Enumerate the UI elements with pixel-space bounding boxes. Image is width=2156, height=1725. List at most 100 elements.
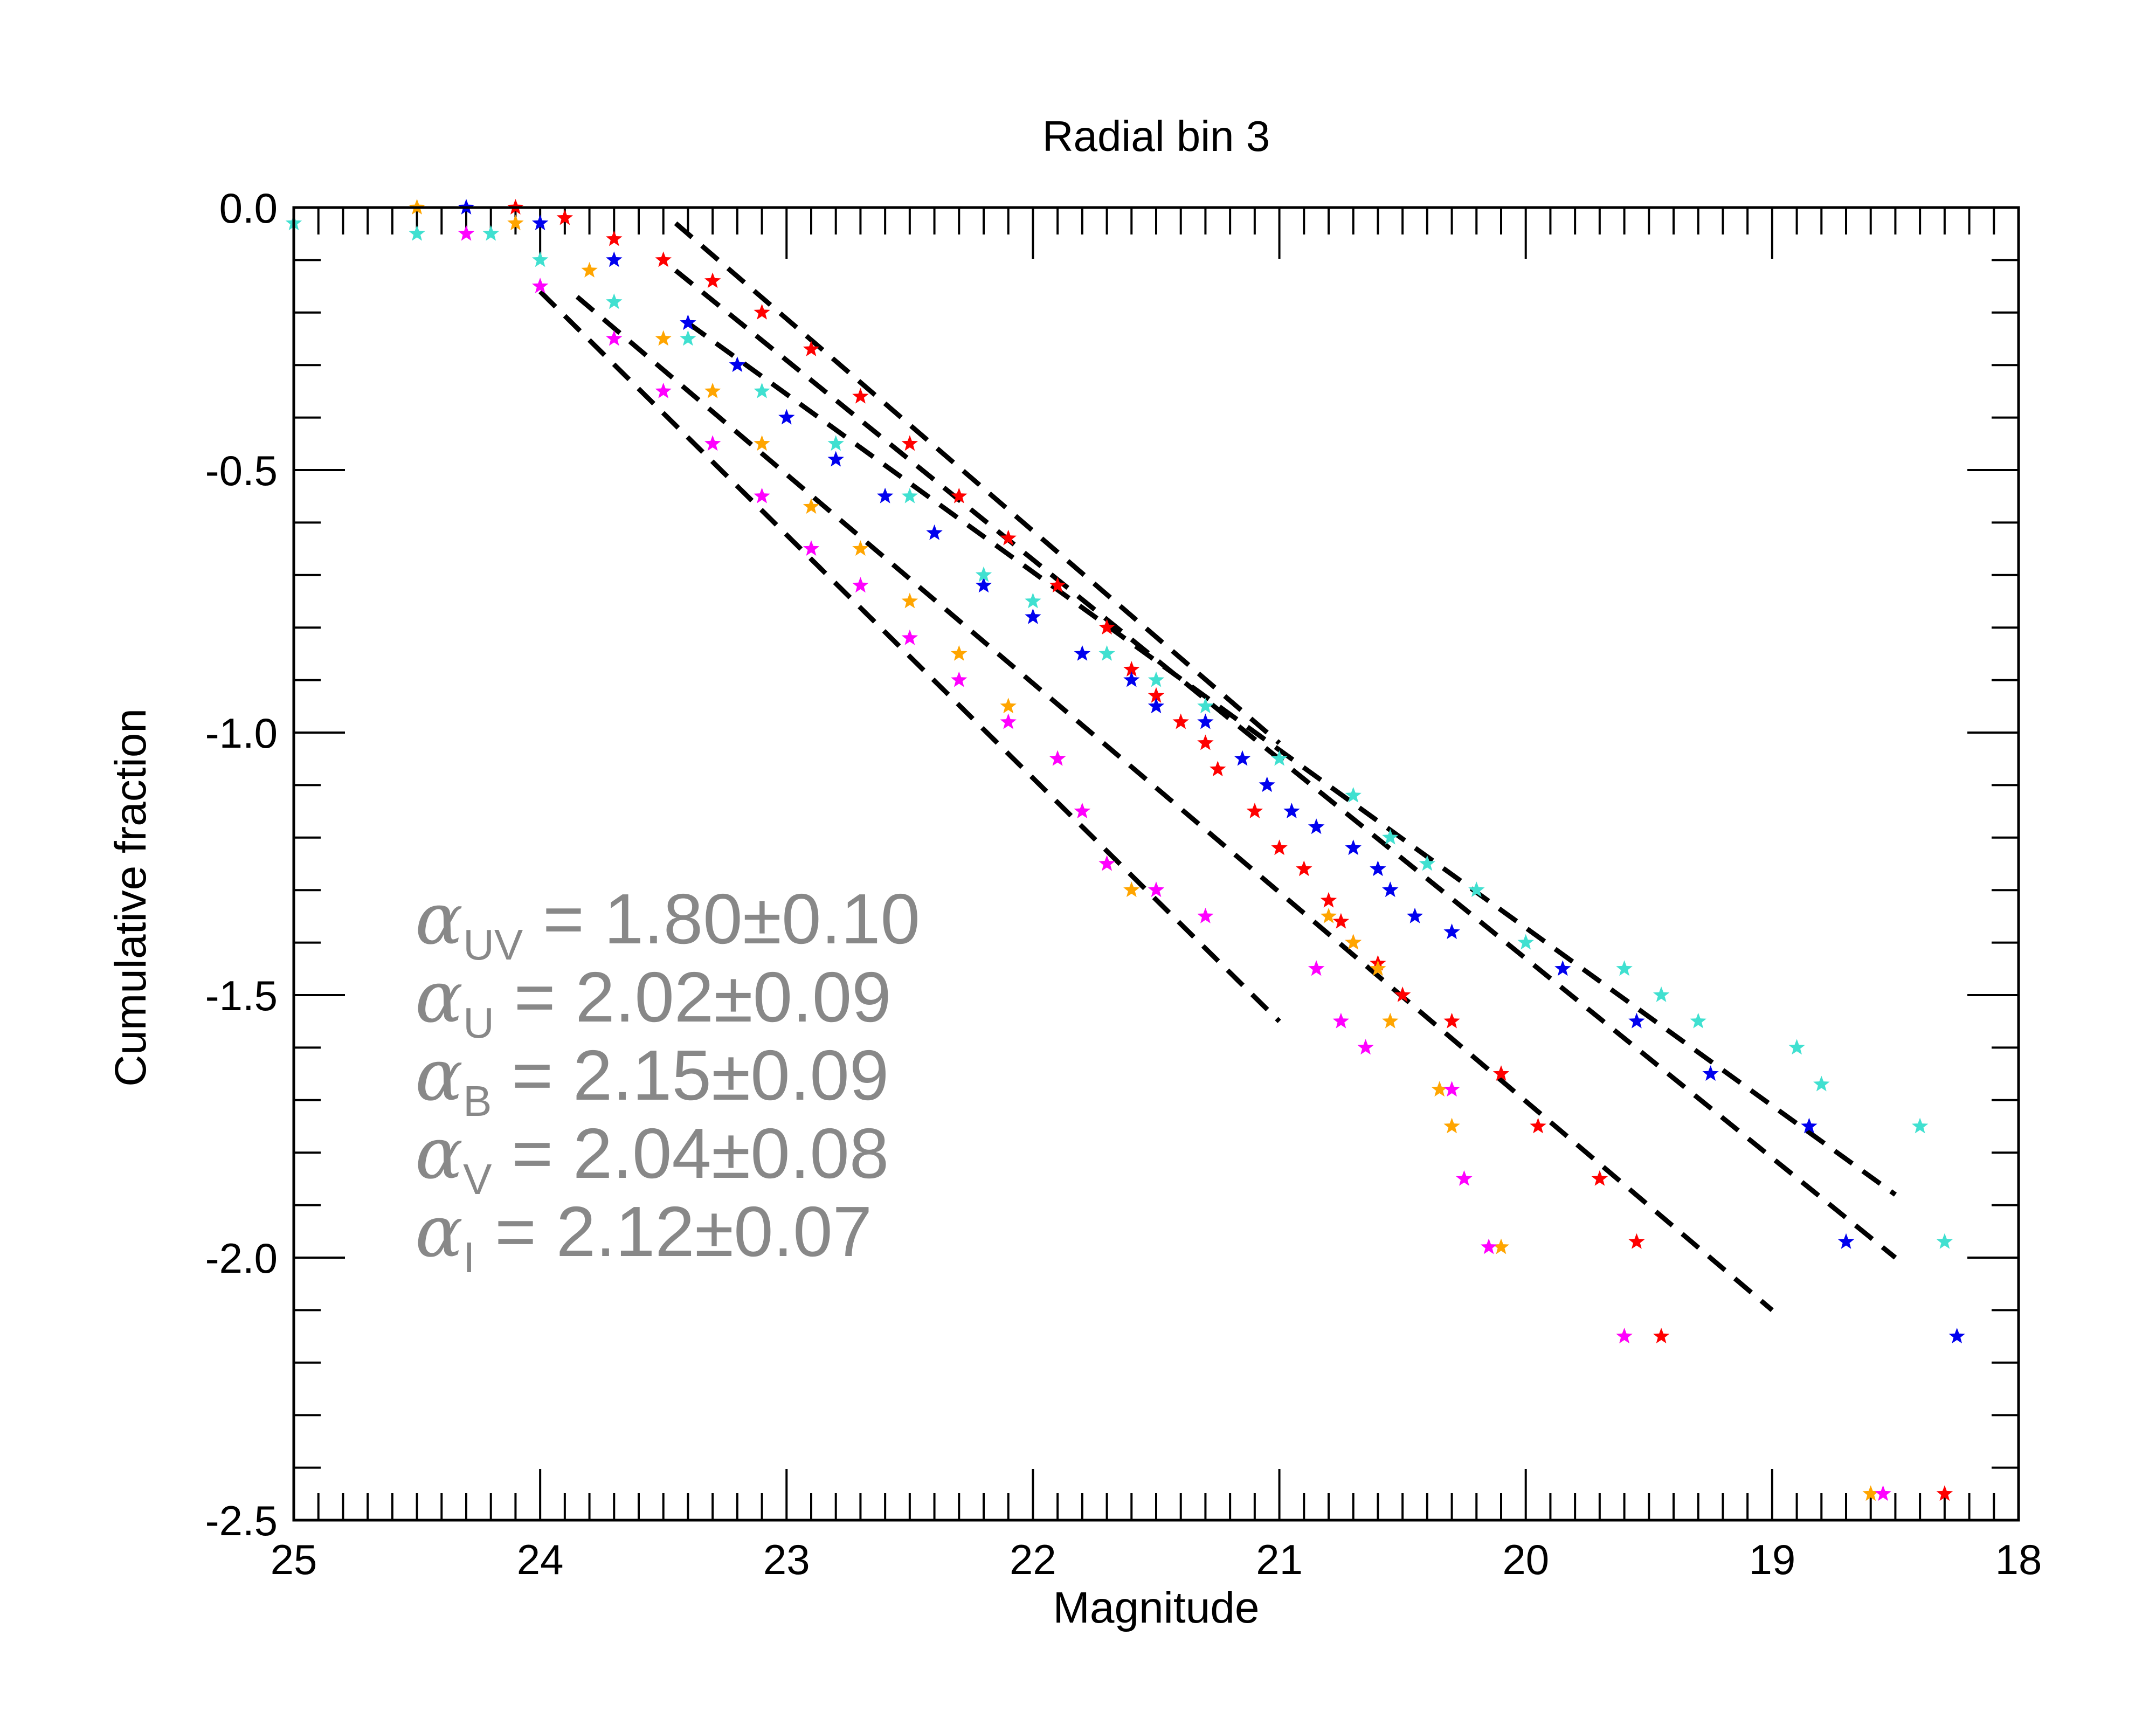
point-UV bbox=[951, 487, 968, 503]
point-V bbox=[1332, 1012, 1350, 1029]
fit-line-U bbox=[674, 268, 1897, 1260]
point-UV bbox=[1172, 713, 1189, 729]
point-U bbox=[827, 451, 844, 467]
point-B bbox=[1382, 1012, 1399, 1029]
point-I bbox=[1616, 960, 1633, 976]
series-UV bbox=[507, 199, 1953, 1501]
alpha-annotation: αI = 2.12±0.07 bbox=[415, 1190, 872, 1281]
point-B bbox=[581, 261, 598, 278]
point-V bbox=[1148, 881, 1165, 898]
point-B bbox=[1000, 698, 1017, 714]
point-UV bbox=[1492, 1065, 1510, 1081]
x-tick-label: 22 bbox=[1010, 1536, 1056, 1583]
point-I bbox=[754, 382, 770, 398]
point-B bbox=[704, 382, 721, 398]
point-U bbox=[680, 314, 696, 330]
fit-lines bbox=[538, 221, 1897, 1312]
y-tick-label: 0.0 bbox=[219, 184, 278, 232]
point-I bbox=[1788, 1039, 1805, 1055]
point-I bbox=[1690, 1012, 1706, 1029]
point-UV bbox=[1394, 986, 1411, 1002]
point-B bbox=[951, 645, 968, 661]
y-tick-label: -2.5 bbox=[205, 1497, 278, 1544]
point-U bbox=[1234, 750, 1251, 766]
point-U bbox=[1443, 923, 1460, 940]
point-B bbox=[1862, 1485, 1879, 1501]
alpha-annotation: αV = 2.04±0.08 bbox=[415, 1112, 889, 1203]
point-U bbox=[1025, 608, 1041, 624]
point-UV bbox=[852, 388, 869, 404]
point-U bbox=[1382, 881, 1399, 898]
point-UV bbox=[704, 272, 721, 288]
y-tick-label: -0.5 bbox=[205, 447, 278, 494]
point-I bbox=[901, 487, 918, 503]
point-V bbox=[1308, 960, 1325, 976]
point-U bbox=[1148, 698, 1165, 714]
point-U bbox=[1702, 1065, 1719, 1081]
point-I bbox=[482, 225, 499, 241]
point-V bbox=[1000, 713, 1017, 729]
point-B bbox=[852, 540, 869, 556]
point-UV bbox=[1197, 734, 1214, 750]
point-UV bbox=[754, 303, 770, 320]
point-U bbox=[876, 487, 894, 503]
x-tick-label: 21 bbox=[1256, 1536, 1303, 1583]
point-U bbox=[1628, 1012, 1645, 1029]
point-U bbox=[1259, 776, 1275, 792]
point-I bbox=[827, 435, 844, 451]
alpha-annotation: αUV = 1.80±0.10 bbox=[415, 878, 920, 969]
x-tick-label: 23 bbox=[763, 1536, 810, 1583]
point-I bbox=[1911, 1117, 1929, 1134]
point-UV bbox=[803, 341, 820, 356]
point-V bbox=[1049, 750, 1066, 766]
fit-line-V bbox=[538, 289, 1281, 1023]
point-U bbox=[778, 409, 795, 425]
point-UV bbox=[1098, 619, 1115, 635]
point-UV bbox=[1246, 803, 1263, 818]
point-V bbox=[951, 671, 968, 687]
point-V bbox=[901, 629, 918, 645]
point-V bbox=[1480, 1238, 1497, 1254]
alpha-annotation: αB = 2.15±0.09 bbox=[415, 1034, 889, 1125]
point-UV bbox=[655, 251, 672, 267]
point-UV bbox=[1123, 661, 1140, 677]
point-U bbox=[1074, 645, 1091, 661]
point-UV bbox=[1591, 1170, 1608, 1186]
point-I bbox=[1197, 698, 1214, 714]
point-UV bbox=[1049, 577, 1066, 593]
point-I bbox=[1813, 1075, 1830, 1092]
point-I bbox=[1936, 1233, 1953, 1249]
point-I bbox=[975, 566, 992, 582]
point-V bbox=[1098, 855, 1115, 871]
point-B bbox=[803, 498, 820, 514]
point-U bbox=[1948, 1328, 1965, 1343]
point-UV bbox=[1443, 1012, 1460, 1029]
point-V bbox=[1875, 1485, 1891, 1501]
point-UV bbox=[1271, 839, 1288, 855]
point-UV bbox=[556, 209, 573, 225]
series-I bbox=[285, 215, 1953, 1249]
point-B bbox=[1370, 960, 1386, 976]
point-U bbox=[1406, 907, 1423, 923]
point-V bbox=[1074, 803, 1091, 818]
y-tick-label: -1.0 bbox=[205, 709, 278, 757]
point-V bbox=[458, 225, 475, 241]
point-V bbox=[655, 382, 672, 398]
point-UV bbox=[1653, 1328, 1670, 1343]
point-V bbox=[704, 435, 721, 451]
data-points bbox=[285, 199, 1965, 1501]
point-I bbox=[1025, 592, 1041, 609]
alpha-annotation: αU = 2.02±0.09 bbox=[415, 956, 892, 1047]
point-B bbox=[507, 215, 524, 231]
point-U bbox=[1837, 1233, 1855, 1249]
point-U bbox=[975, 577, 992, 593]
point-UV bbox=[1000, 529, 1017, 546]
point-U bbox=[926, 524, 943, 540]
plot-frame bbox=[292, 206, 2020, 1522]
fit-line-B bbox=[575, 295, 1774, 1312]
point-UV bbox=[1936, 1485, 1953, 1501]
point-V bbox=[1443, 1081, 1460, 1097]
point-I bbox=[1419, 855, 1436, 871]
point-V bbox=[1616, 1328, 1633, 1343]
point-V bbox=[531, 278, 549, 293]
